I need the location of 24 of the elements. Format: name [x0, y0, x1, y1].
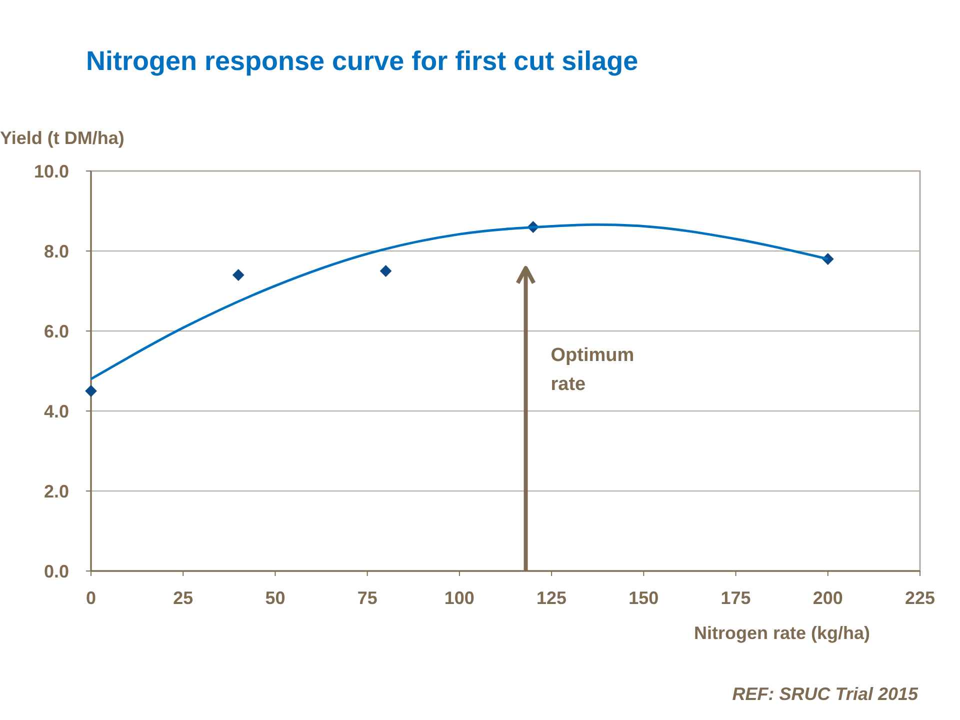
x-tick-label: 100	[444, 588, 474, 608]
x-tick-label: 150	[628, 588, 659, 608]
ref-line-label: Optimum rate	[550, 345, 634, 395]
y-tick-label: 10.0	[34, 161, 69, 182]
x-axis-title: Nitrogen rate (kg/ha)	[694, 623, 870, 643]
x-tick-label: 225	[904, 588, 936, 608]
point	[232, 269, 244, 281]
x-tick-label: 50	[265, 588, 286, 608]
x-tick-label: 0	[86, 588, 96, 608]
point	[380, 265, 392, 277]
x-tick-label: 25	[173, 588, 194, 608]
y-tick-label: 2.0	[44, 481, 69, 502]
y-tick-label: 4.0	[44, 401, 69, 422]
chart-title: Nitrogen response curve for first cut silage	[86, 46, 638, 76]
y-tick-label: 6.0	[44, 321, 69, 342]
y-tick-label: 8.0	[44, 241, 69, 262]
y-tick-label: 0.0	[44, 561, 69, 582]
x-tick-label: 175	[720, 588, 751, 608]
y-axis-title: Yield (t DM/ha)	[0, 128, 124, 148]
point	[85, 385, 97, 397]
x-tick-label: 200	[812, 588, 843, 608]
text: REF: SRUC Trial 2015	[732, 684, 919, 704]
x-tick-label: 125	[536, 588, 567, 608]
x-tick-label: 75	[357, 588, 378, 608]
